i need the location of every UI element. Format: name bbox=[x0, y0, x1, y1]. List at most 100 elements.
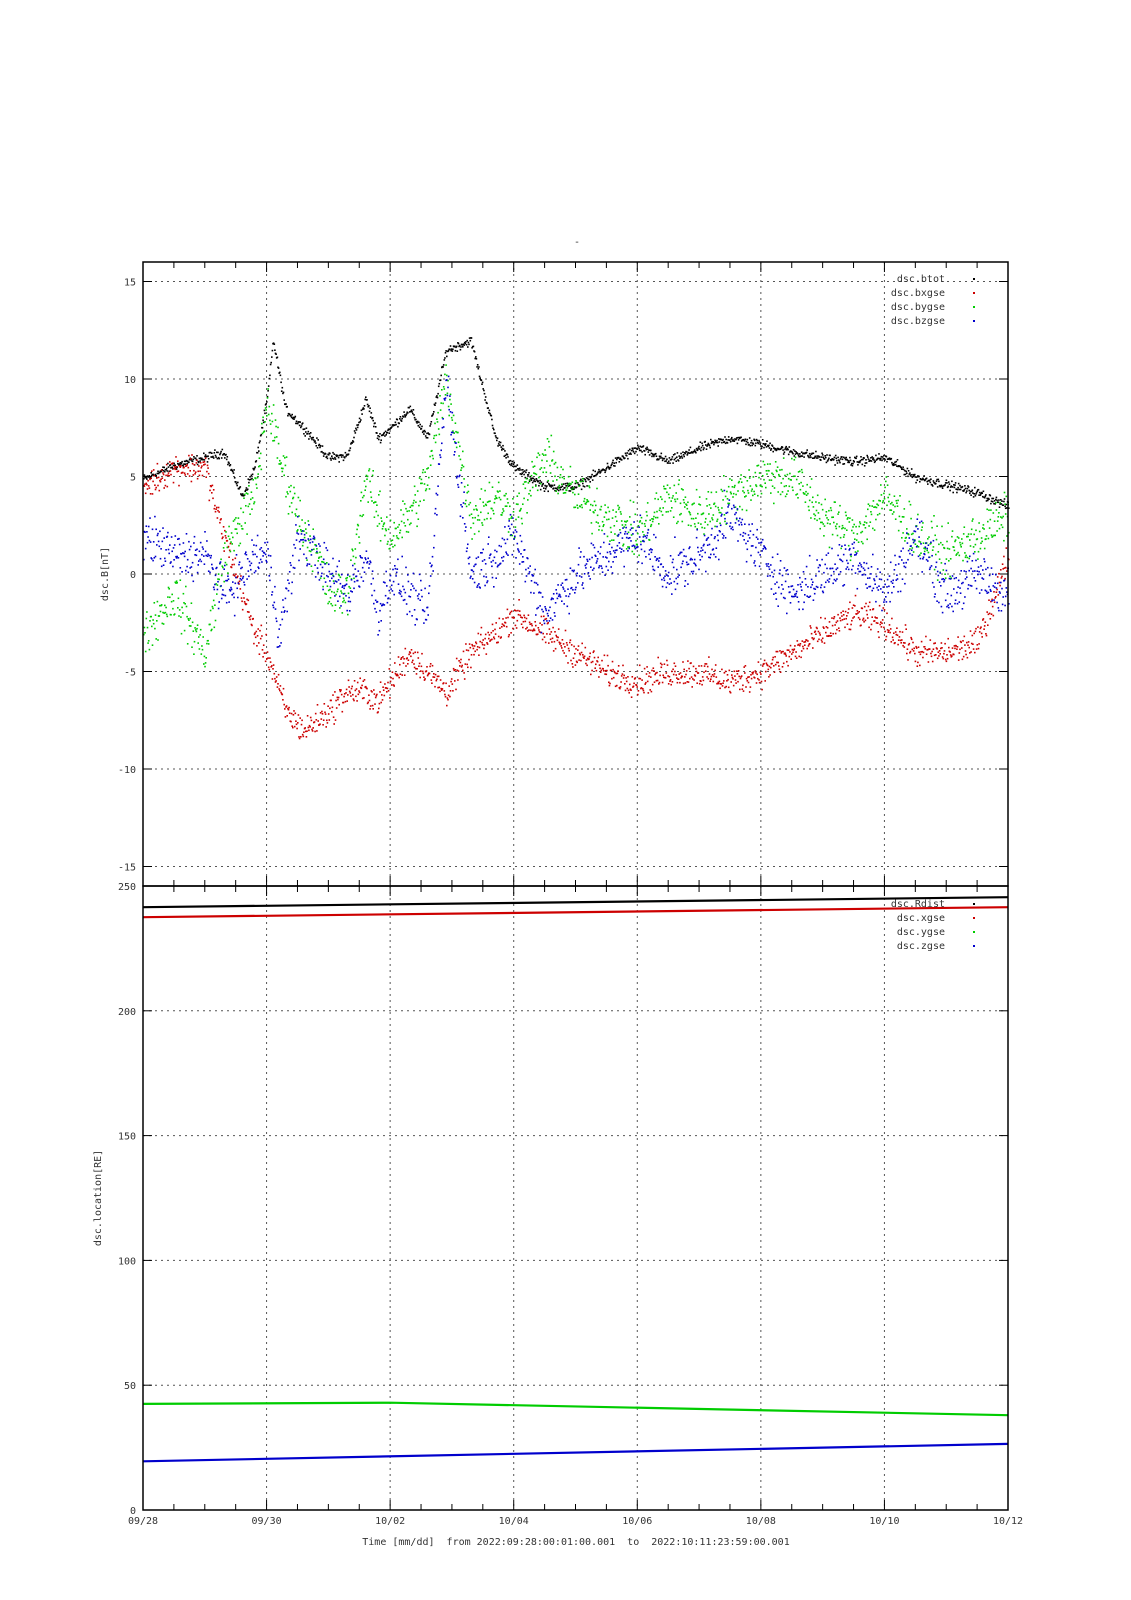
data-point-bxgse bbox=[431, 682, 433, 684]
data-point-bzgse bbox=[543, 622, 546, 625]
data-point-bygse bbox=[478, 519, 481, 521]
data-point-btot bbox=[683, 455, 685, 458]
data-point-bxgse bbox=[982, 618, 985, 620]
data-point-btot bbox=[722, 438, 724, 441]
data-point-btot bbox=[291, 413, 293, 416]
data-point-btot bbox=[483, 389, 485, 392]
data-point-bzgse bbox=[510, 523, 513, 526]
data-point-bzgse bbox=[314, 576, 317, 578]
data-point-btot bbox=[481, 383, 483, 385]
data-point-bxgse bbox=[515, 627, 518, 629]
data-point-bxgse bbox=[596, 660, 599, 663]
data-point-bxgse bbox=[893, 632, 895, 634]
data-point-bygse bbox=[595, 521, 598, 523]
data-point-bygse bbox=[612, 539, 615, 541]
data-point-btot bbox=[594, 470, 596, 473]
data-point-bxgse bbox=[495, 622, 497, 624]
data-point-bygse bbox=[258, 457, 261, 459]
data-point-bxgse bbox=[997, 594, 1000, 596]
data-point-bxgse bbox=[678, 673, 680, 675]
data-point-bxgse bbox=[684, 676, 686, 678]
data-point-bygse bbox=[859, 521, 861, 523]
data-point-btot bbox=[312, 436, 314, 439]
data-point-bxgse bbox=[522, 620, 525, 623]
data-point-btot bbox=[541, 485, 543, 487]
data-point-bygse bbox=[350, 559, 352, 561]
data-point-btot bbox=[454, 345, 456, 348]
data-point-btot bbox=[864, 462, 867, 464]
data-point-bxgse bbox=[571, 663, 574, 665]
data-point-btot bbox=[721, 441, 723, 444]
data-point-btot bbox=[753, 438, 755, 441]
data-point-bygse bbox=[393, 521, 395, 524]
data-point-btot bbox=[229, 464, 232, 466]
data-point-bxgse bbox=[377, 711, 379, 713]
data-point-bzgse bbox=[162, 527, 164, 529]
data-point-bzgse bbox=[412, 585, 414, 587]
data-point-bygse bbox=[784, 474, 786, 477]
data-point-bzgse bbox=[450, 431, 453, 434]
data-point-bygse bbox=[724, 495, 727, 498]
data-point-bygse bbox=[266, 397, 269, 399]
data-point-bygse bbox=[659, 496, 662, 498]
data-point-bzgse bbox=[306, 563, 309, 565]
data-point-bxgse bbox=[186, 464, 188, 466]
data-point-bzgse bbox=[554, 602, 557, 604]
data-point-bxgse bbox=[501, 623, 504, 625]
data-point-bxgse bbox=[177, 470, 180, 472]
data-point-bxgse bbox=[595, 663, 597, 666]
data-point-bzgse bbox=[185, 569, 187, 572]
data-point-btot bbox=[814, 455, 817, 458]
y-tick-label: 15 bbox=[124, 278, 136, 289]
data-point-bzgse bbox=[466, 547, 468, 549]
data-point-bzgse bbox=[463, 523, 466, 525]
data-point-btot bbox=[797, 454, 800, 457]
data-point-btot bbox=[910, 468, 913, 470]
data-point-bxgse bbox=[196, 477, 199, 480]
data-point-bzgse bbox=[513, 538, 515, 540]
data-point-bygse bbox=[910, 533, 913, 536]
data-point-btot bbox=[952, 491, 954, 494]
data-point-bxgse bbox=[162, 472, 164, 474]
data-point-btot bbox=[1005, 503, 1008, 506]
data-point-bxgse bbox=[911, 648, 914, 651]
data-point-bzgse bbox=[374, 607, 376, 610]
data-point-bygse bbox=[191, 646, 193, 648]
data-point-btot bbox=[580, 488, 583, 491]
data-point-bzgse bbox=[329, 585, 332, 588]
data-point-bxgse bbox=[991, 605, 994, 608]
data-point-btot bbox=[806, 449, 808, 451]
data-point-bzgse bbox=[369, 561, 372, 564]
data-point-bxgse bbox=[740, 675, 743, 677]
data-point-bygse bbox=[880, 494, 883, 496]
data-point-bzgse bbox=[316, 550, 318, 553]
data-point-bygse bbox=[460, 467, 463, 469]
data-point-bygse bbox=[416, 490, 419, 492]
data-point-bzgse bbox=[341, 586, 344, 588]
data-point-bygse bbox=[937, 551, 940, 553]
data-point-bygse bbox=[739, 478, 742, 480]
data-point-btot bbox=[463, 341, 466, 344]
data-point-bygse bbox=[737, 481, 740, 484]
data-point-bygse bbox=[215, 583, 217, 585]
data-point-btot bbox=[782, 449, 784, 451]
data-point-btot bbox=[316, 437, 318, 439]
data-point-bygse bbox=[625, 548, 628, 550]
data-point-btot bbox=[449, 345, 452, 347]
data-point-bxgse bbox=[168, 474, 170, 477]
data-point-bygse bbox=[564, 491, 567, 494]
data-point-bygse bbox=[993, 534, 995, 537]
data-point-bygse bbox=[563, 477, 565, 480]
data-point-btot bbox=[186, 460, 189, 462]
data-point-bygse bbox=[964, 556, 967, 559]
data-point-btot bbox=[147, 476, 150, 478]
data-point-bygse bbox=[562, 468, 564, 471]
data-point-bxgse bbox=[763, 659, 766, 662]
data-point-bzgse bbox=[428, 592, 430, 595]
data-point-bxgse bbox=[867, 605, 870, 608]
data-point-btot bbox=[583, 485, 586, 488]
data-point-bzgse bbox=[548, 609, 550, 612]
data-point-bygse bbox=[395, 527, 397, 530]
data-point-btot bbox=[629, 452, 632, 454]
data-point-bxgse bbox=[815, 633, 817, 635]
